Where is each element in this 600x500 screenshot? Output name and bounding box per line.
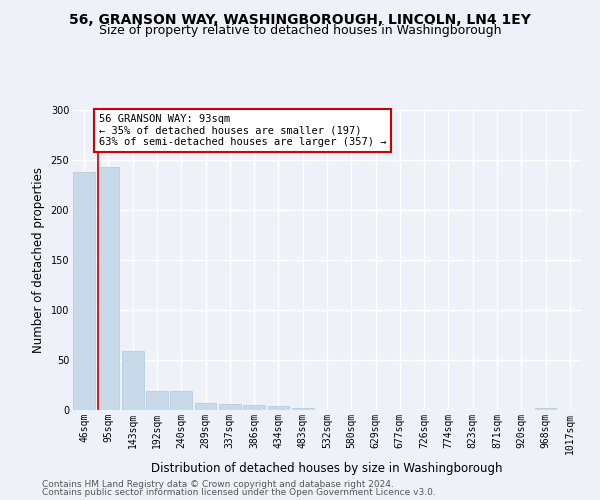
Bar [146,391,168,410]
Bar [268,406,289,410]
Bar [243,405,265,410]
Bar [170,391,192,410]
Bar [97,167,119,410]
Text: 56 GRANSON WAY: 93sqm
← 35% of detached houses are smaller (197)
63% of semi-det: 56 GRANSON WAY: 93sqm ← 35% of detached … [99,114,386,147]
Bar [535,408,556,410]
Text: Contains public sector information licensed under the Open Government Licence v3: Contains public sector information licen… [42,488,436,497]
Bar [73,172,95,410]
X-axis label: Distribution of detached houses by size in Washingborough: Distribution of detached houses by size … [151,462,503,475]
Bar [219,404,241,410]
Bar [292,408,314,410]
Text: 56, GRANSON WAY, WASHINGBOROUGH, LINCOLN, LN4 1EY: 56, GRANSON WAY, WASHINGBOROUGH, LINCOLN… [69,12,531,26]
Bar [122,351,143,410]
Y-axis label: Number of detached properties: Number of detached properties [32,167,45,353]
Text: Size of property relative to detached houses in Washingborough: Size of property relative to detached ho… [99,24,501,37]
Bar [194,403,217,410]
Text: Contains HM Land Registry data © Crown copyright and database right 2024.: Contains HM Land Registry data © Crown c… [42,480,394,489]
